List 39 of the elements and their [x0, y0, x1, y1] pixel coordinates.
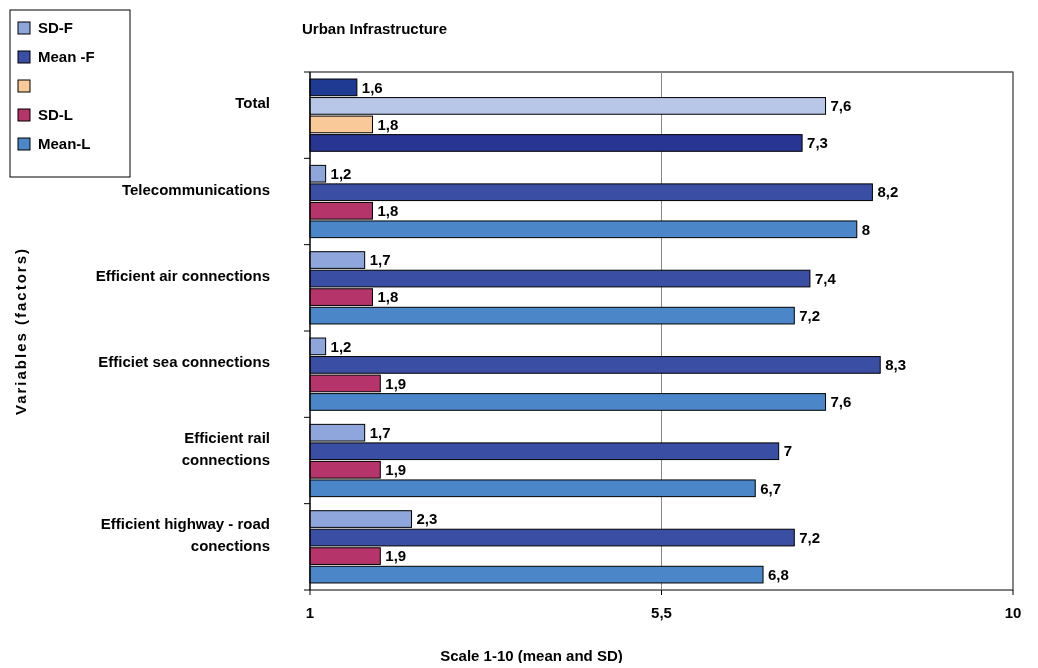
- x-tick-label: 1: [305, 604, 315, 621]
- data-label: 8: [861, 220, 871, 238]
- data-label: 1,8: [377, 288, 399, 306]
- data-label: 1,8: [377, 202, 399, 220]
- data-label: 1,7: [369, 423, 391, 441]
- data-label: 8,2: [877, 183, 899, 201]
- data-label: 1,2: [330, 337, 352, 355]
- data-label: 7: [783, 442, 793, 460]
- data-label: 1,9: [385, 374, 407, 392]
- data-label: 1,8: [377, 115, 399, 133]
- y-tick-label: Efficient rail connections: [181, 428, 270, 468]
- data-label: 2,3: [416, 510, 438, 528]
- data-label: 6,8: [768, 565, 789, 583]
- data-label: 7,2: [799, 528, 821, 546]
- y-tick-label: Total: [235, 94, 270, 112]
- y-tick-label: Efficient highway - road conections: [100, 515, 270, 555]
- data-label: 6,7: [760, 479, 782, 497]
- y-tick-label: Efficiet sea connections: [98, 353, 270, 371]
- data-label: 1,6: [361, 78, 383, 96]
- legend-label: Mean-L: [38, 135, 91, 153]
- legend-label: SD-F: [38, 19, 73, 37]
- data-label: 1,2: [330, 164, 352, 182]
- legend-label: SD-L: [38, 106, 73, 124]
- data-label: 7,6: [830, 393, 852, 411]
- chart-title: Urban Infrastructure: [302, 20, 448, 37]
- data-label: 8,3: [885, 356, 907, 374]
- data-label: 7,4: [814, 269, 837, 287]
- x-tick-label: 10: [1004, 604, 1022, 621]
- data-label: 7,3: [807, 134, 828, 152]
- y-axis-title: Variables (factors): [12, 246, 29, 416]
- data-label: 7,2: [799, 306, 821, 324]
- data-label: 7,6: [830, 97, 852, 115]
- data-label: 1,7: [369, 251, 391, 269]
- y-tick-label: Telecommunications: [121, 180, 270, 198]
- x-tick-label: 5,5: [651, 604, 672, 621]
- data-label: 1,9: [385, 547, 407, 565]
- y-tick-label: Efficient air connections: [95, 267, 270, 285]
- data-label: 1,9: [385, 461, 407, 479]
- legend-label: Mean -F: [38, 48, 95, 66]
